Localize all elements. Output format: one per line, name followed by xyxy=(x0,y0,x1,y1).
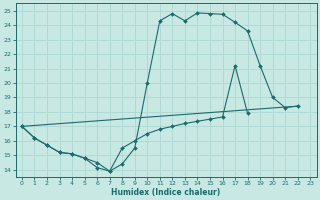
X-axis label: Humidex (Indice chaleur): Humidex (Indice chaleur) xyxy=(111,188,221,197)
